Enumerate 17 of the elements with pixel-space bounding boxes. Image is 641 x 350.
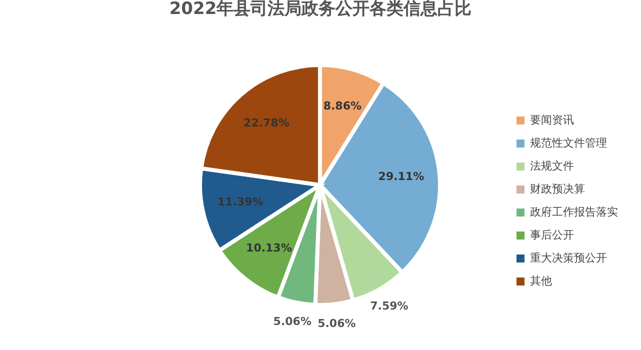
data-label: 10.13% [246, 242, 292, 255]
data-label: 5.06% [318, 317, 356, 330]
data-label: 29.11% [378, 170, 424, 183]
legend-label: 其他 [530, 274, 552, 288]
legend-label: 要闻资讯 [530, 114, 574, 126]
data-label: 8.86% [323, 100, 362, 113]
legend-label: 重大决策预公开 [530, 252, 607, 264]
legend-label: 规范性文件管理 [530, 136, 607, 150]
data-label: 22.78% [244, 116, 290, 130]
data-label: 5.06% [273, 315, 312, 328]
legend-label: 事后公开 [530, 228, 574, 242]
legend-label: 法规文件 [530, 160, 574, 172]
chart-title: 2022年县司法局政务公开各类信息占比 [169, 0, 472, 19]
legend-label: 财政预决算 [530, 182, 585, 196]
data-label: 7.59% [370, 300, 408, 313]
data-label: 11.39% [217, 196, 264, 209]
legend-label: 政府工作报告落实 [530, 206, 618, 218]
